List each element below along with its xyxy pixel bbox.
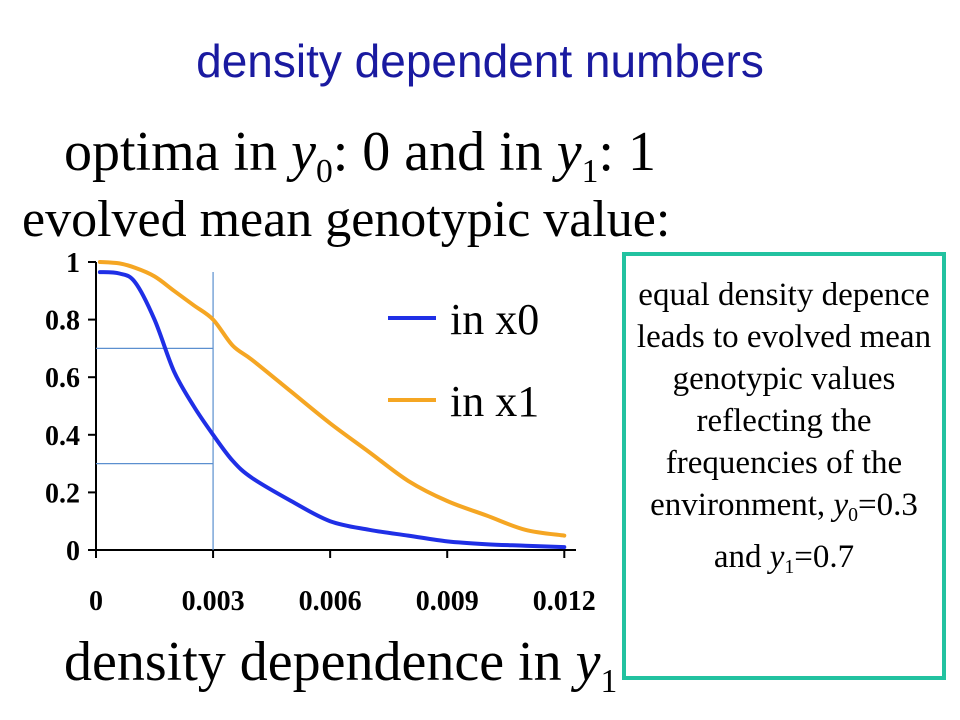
x-tick-label: 0.003	[182, 586, 245, 617]
y-tick-label: 0.2	[45, 478, 80, 509]
chart-axes	[88, 261, 576, 558]
series-line-x0	[97, 270, 567, 550]
slide-title: density dependent numbers	[196, 35, 764, 87]
y-tick-label: 0.4	[45, 421, 80, 452]
y-tick-label: 0	[66, 536, 80, 567]
note-var-y1: y	[769, 538, 785, 575]
y-tick-label: 0.6	[45, 363, 80, 394]
x-axis-title: density dependence in y1	[64, 631, 618, 700]
evolved-line: evolved mean genotypic value:	[22, 191, 671, 248]
y-tick-label: 1	[66, 248, 80, 279]
x-tick-label: 0.009	[416, 586, 479, 617]
chart-legend: in x0 in x1	[388, 295, 539, 426]
note-text: equal density depence leads to evolved m…	[636, 277, 932, 523]
x-tick-label: 0.012	[533, 586, 596, 617]
series-line-x1	[97, 260, 567, 538]
y-tick-label: 0.8	[45, 306, 80, 337]
legend-label-x0: in x0	[450, 295, 539, 344]
chart-series	[97, 260, 567, 550]
x-tick-label: 0.006	[299, 586, 362, 617]
tick-labels: 0 0.2 0.4 0.6 0.8 1 0 0.003 0.006 0.009 0.012	[45, 248, 596, 617]
note-box: equal density depence leads to evolved m…	[622, 252, 946, 680]
optima-line: optima in y0: 0 and in y1: 1	[64, 121, 656, 190]
note-var-y0: y	[833, 487, 849, 523]
x-tick-label: 0	[89, 586, 103, 617]
legend-label-x1: in x1	[450, 377, 539, 426]
